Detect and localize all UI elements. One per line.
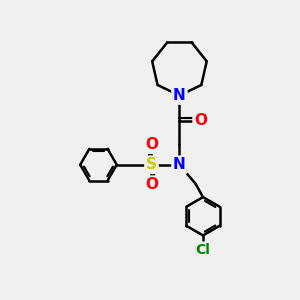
Text: N: N <box>173 157 186 172</box>
Text: O: O <box>145 137 158 152</box>
Text: S: S <box>146 157 157 172</box>
Text: O: O <box>194 113 207 128</box>
Text: Cl: Cl <box>196 243 210 257</box>
Text: O: O <box>145 177 158 192</box>
Text: N: N <box>173 88 186 103</box>
